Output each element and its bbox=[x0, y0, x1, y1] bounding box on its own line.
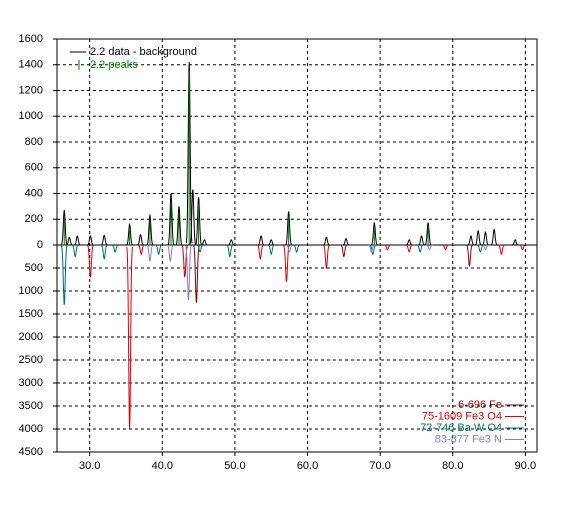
x-tick-label: 50.0 bbox=[224, 460, 245, 472]
y2-tick-label: 4000 bbox=[19, 423, 43, 435]
peak bbox=[268, 239, 275, 246]
peak bbox=[512, 239, 519, 246]
peak bbox=[343, 237, 350, 246]
peak bbox=[155, 244, 162, 255]
y2-tick-label: 4500 bbox=[19, 446, 43, 458]
peak bbox=[406, 244, 413, 253]
peak bbox=[475, 229, 482, 246]
y-tick-label: 800 bbox=[25, 136, 43, 148]
x-tick-label: 60.0 bbox=[297, 460, 318, 472]
y2-tick-label: 1500 bbox=[19, 308, 43, 320]
peak bbox=[193, 245, 200, 303]
peak bbox=[66, 236, 73, 246]
peak bbox=[195, 197, 202, 245]
peak bbox=[442, 244, 449, 251]
peak bbox=[197, 244, 204, 253]
y-tick-label: 0 bbox=[37, 239, 43, 251]
peak bbox=[167, 244, 174, 263]
peak bbox=[185, 62, 193, 244]
peak bbox=[293, 244, 300, 253]
peak bbox=[87, 245, 94, 278]
y-tick-label: 400 bbox=[25, 187, 43, 199]
x-tick-label: 90.0 bbox=[515, 460, 536, 472]
peak bbox=[72, 244, 79, 258]
peak bbox=[466, 244, 473, 268]
peak bbox=[424, 221, 432, 246]
peak bbox=[126, 246, 133, 430]
legend-label: 75-1609 Fe3 O4 bbox=[422, 410, 502, 422]
peak bbox=[112, 244, 119, 253]
y-tick-label: 1400 bbox=[19, 59, 43, 71]
peak bbox=[286, 244, 293, 253]
peak bbox=[101, 244, 108, 260]
peak bbox=[323, 236, 330, 246]
peak bbox=[226, 244, 233, 258]
y2-tick-label: 2000 bbox=[19, 331, 43, 343]
peak bbox=[257, 244, 264, 260]
peak bbox=[384, 244, 391, 251]
peak bbox=[498, 244, 505, 255]
peak bbox=[482, 244, 489, 251]
legend-label: 2.2 peaks bbox=[90, 59, 138, 71]
x-tick-label: 30.0 bbox=[79, 460, 100, 472]
y-tick-label: 1200 bbox=[19, 84, 43, 96]
x-tick-label: 70.0 bbox=[369, 460, 390, 472]
y2-tick-label: 1000 bbox=[19, 285, 43, 297]
y2-tick-label: 500 bbox=[25, 262, 43, 274]
y2-tick-label: 3000 bbox=[19, 377, 43, 389]
peak bbox=[519, 244, 526, 251]
peak bbox=[477, 244, 484, 253]
peak bbox=[426, 244, 433, 251]
peak bbox=[87, 235, 94, 246]
peak bbox=[467, 235, 474, 246]
peak bbox=[185, 245, 192, 301]
peak bbox=[368, 244, 375, 253]
y2-tick-label: 2500 bbox=[19, 354, 43, 366]
peak bbox=[74, 235, 81, 246]
peak bbox=[417, 244, 424, 253]
peak bbox=[175, 206, 183, 245]
peak bbox=[167, 193, 175, 245]
peak bbox=[285, 211, 292, 245]
peak bbox=[491, 228, 498, 246]
legend-label: 72-746 Ba W O4 bbox=[420, 422, 502, 434]
peak bbox=[371, 221, 378, 246]
peak bbox=[418, 235, 425, 246]
y-tick-label: 1000 bbox=[19, 110, 43, 122]
peak bbox=[369, 244, 376, 255]
peak bbox=[146, 213, 154, 245]
peak bbox=[482, 231, 489, 246]
peak bbox=[61, 210, 68, 245]
legend-label: 6-696 Fe bbox=[458, 399, 502, 411]
peak bbox=[323, 244, 330, 270]
peak bbox=[101, 234, 108, 246]
peak bbox=[60, 245, 68, 305]
peak bbox=[268, 244, 275, 255]
peak bbox=[406, 239, 413, 246]
legend-label: 83-877 Fe3 N bbox=[435, 433, 502, 445]
y2-tick-label: 3500 bbox=[19, 400, 43, 412]
peak bbox=[201, 239, 208, 246]
peak bbox=[189, 189, 197, 245]
peak bbox=[126, 222, 133, 246]
y-tick-label: 1600 bbox=[19, 33, 43, 45]
y-tick-label: 600 bbox=[25, 162, 43, 174]
legend-label: 2.2 data - background bbox=[90, 46, 197, 58]
x-tick-label: 80.0 bbox=[442, 460, 463, 472]
peak bbox=[146, 244, 154, 263]
peak bbox=[138, 244, 145, 255]
peak bbox=[258, 235, 265, 246]
y-tick-label: 200 bbox=[25, 213, 43, 225]
x-tick-label: 40.0 bbox=[152, 460, 173, 472]
peak bbox=[137, 233, 144, 246]
peak bbox=[228, 239, 235, 246]
peak bbox=[340, 244, 347, 258]
